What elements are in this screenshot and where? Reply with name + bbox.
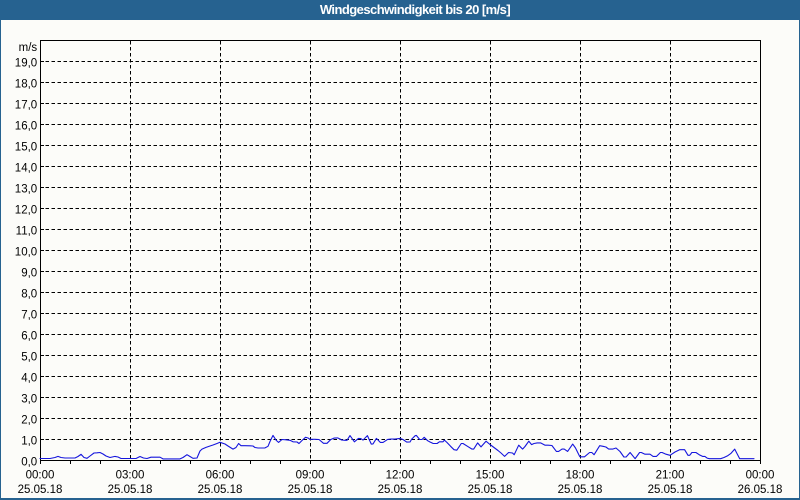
svg-text:03:00: 03:00 bbox=[116, 470, 145, 482]
svg-text:19,0: 19,0 bbox=[15, 58, 37, 70]
svg-text:25.05.18: 25.05.18 bbox=[198, 484, 243, 496]
svg-text:18:00: 18:00 bbox=[566, 470, 595, 482]
svg-text:25.05.18: 25.05.18 bbox=[468, 484, 513, 496]
svg-text:6,0: 6,0 bbox=[21, 331, 37, 343]
svg-text:4,0: 4,0 bbox=[21, 373, 37, 385]
svg-text:14,0: 14,0 bbox=[15, 163, 37, 175]
svg-text:00:00: 00:00 bbox=[26, 470, 55, 482]
svg-text:16,0: 16,0 bbox=[15, 121, 37, 133]
svg-text:5,0: 5,0 bbox=[21, 352, 37, 364]
svg-text:2,0: 2,0 bbox=[21, 415, 37, 427]
svg-text:7,0: 7,0 bbox=[21, 310, 37, 322]
svg-text:25.05.18: 25.05.18 bbox=[378, 484, 423, 496]
svg-text:m/s: m/s bbox=[19, 42, 38, 54]
svg-text:Windgeschwindigkeit bis 20 [m/: Windgeschwindigkeit bis 20 [m/s] bbox=[320, 2, 511, 17]
svg-text:12,0: 12,0 bbox=[15, 205, 37, 217]
svg-text:25.05.18: 25.05.18 bbox=[558, 484, 603, 496]
svg-text:18,0: 18,0 bbox=[15, 79, 37, 91]
svg-text:1,0: 1,0 bbox=[21, 436, 37, 448]
svg-text:3,0: 3,0 bbox=[21, 394, 37, 406]
svg-text:11,0: 11,0 bbox=[16, 226, 38, 238]
svg-text:13,0: 13,0 bbox=[15, 184, 37, 196]
svg-text:25.05.18: 25.05.18 bbox=[288, 484, 333, 496]
svg-text:21:00: 21:00 bbox=[656, 470, 685, 482]
svg-text:25.05.18: 25.05.18 bbox=[108, 484, 153, 496]
svg-text:17,0: 17,0 bbox=[15, 100, 37, 112]
svg-text:15:00: 15:00 bbox=[476, 470, 505, 482]
svg-text:06:00: 06:00 bbox=[206, 470, 235, 482]
svg-text:25.05.18: 25.05.18 bbox=[18, 484, 63, 496]
svg-text:26.05.18: 26.05.18 bbox=[738, 484, 783, 496]
svg-text:8,0: 8,0 bbox=[21, 289, 37, 301]
svg-text:00:00: 00:00 bbox=[746, 470, 775, 482]
svg-text:9,0: 9,0 bbox=[21, 268, 37, 280]
svg-text:25.05.18: 25.05.18 bbox=[648, 484, 693, 496]
svg-text:0,0: 0,0 bbox=[21, 457, 37, 469]
svg-text:10,0: 10,0 bbox=[15, 247, 37, 259]
svg-text:12:00: 12:00 bbox=[386, 470, 415, 482]
svg-text:09:00: 09:00 bbox=[296, 470, 325, 482]
svg-text:15,0: 15,0 bbox=[15, 142, 37, 154]
